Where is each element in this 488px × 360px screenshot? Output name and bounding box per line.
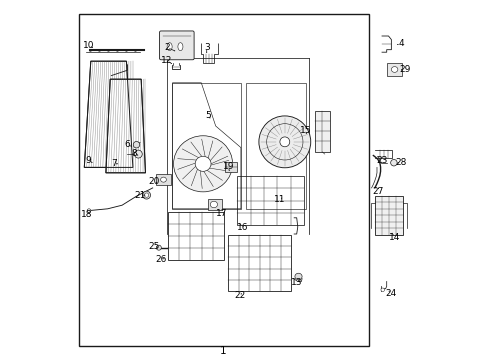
Text: 28: 28 xyxy=(395,158,406,167)
Text: 21: 21 xyxy=(134,191,145,199)
Ellipse shape xyxy=(294,273,302,280)
Ellipse shape xyxy=(390,67,397,72)
Bar xyxy=(386,63,401,76)
Ellipse shape xyxy=(142,191,150,199)
Bar xyxy=(156,174,170,185)
Bar xyxy=(237,176,303,225)
Text: 23: 23 xyxy=(376,156,387,165)
Text: 3: 3 xyxy=(203,43,209,52)
Ellipse shape xyxy=(167,43,172,51)
Text: 29: 29 xyxy=(398,65,409,74)
Bar xyxy=(208,199,222,210)
Text: 12: 12 xyxy=(161,56,172,65)
Text: 24: 24 xyxy=(385,289,396,298)
Polygon shape xyxy=(106,79,145,173)
Text: 15: 15 xyxy=(299,126,311,135)
Text: 8: 8 xyxy=(132,149,137,158)
Ellipse shape xyxy=(390,159,396,166)
Ellipse shape xyxy=(160,177,166,182)
Bar xyxy=(246,83,305,209)
Text: 19: 19 xyxy=(222,162,234,171)
Text: 13: 13 xyxy=(290,278,302,287)
Text: 17: 17 xyxy=(216,209,227,217)
Text: 6: 6 xyxy=(124,140,130,149)
Text: 2: 2 xyxy=(164,43,169,52)
Ellipse shape xyxy=(195,156,211,171)
Ellipse shape xyxy=(258,116,310,168)
Ellipse shape xyxy=(279,137,289,147)
Bar xyxy=(79,14,368,346)
Ellipse shape xyxy=(178,43,183,51)
Text: 9: 9 xyxy=(85,156,91,165)
Ellipse shape xyxy=(156,245,161,250)
Text: 25: 25 xyxy=(148,242,159,251)
Text: 5: 5 xyxy=(204,111,210,120)
Text: 18: 18 xyxy=(81,210,92,219)
Bar xyxy=(172,83,241,209)
Bar xyxy=(228,235,291,291)
Polygon shape xyxy=(84,61,133,167)
Text: 26: 26 xyxy=(155,256,166,264)
Bar xyxy=(168,212,224,260)
Ellipse shape xyxy=(133,141,140,148)
Ellipse shape xyxy=(87,209,91,212)
Ellipse shape xyxy=(173,136,232,192)
FancyBboxPatch shape xyxy=(159,31,194,60)
Bar xyxy=(374,196,402,235)
Ellipse shape xyxy=(134,150,142,158)
Ellipse shape xyxy=(210,201,217,208)
Ellipse shape xyxy=(144,193,148,197)
Ellipse shape xyxy=(380,288,384,292)
Text: 16: 16 xyxy=(237,223,248,232)
Text: 10: 10 xyxy=(83,40,95,49)
Text: 14: 14 xyxy=(388,233,400,242)
Bar xyxy=(224,162,237,172)
Bar xyxy=(314,111,329,152)
Text: 11: 11 xyxy=(273,195,285,204)
Text: 4: 4 xyxy=(397,40,403,49)
Text: 7: 7 xyxy=(111,159,117,168)
Text: 20: 20 xyxy=(148,177,159,186)
Text: 22: 22 xyxy=(234,292,245,300)
Text: 27: 27 xyxy=(372,187,383,196)
Text: 1: 1 xyxy=(219,346,226,356)
